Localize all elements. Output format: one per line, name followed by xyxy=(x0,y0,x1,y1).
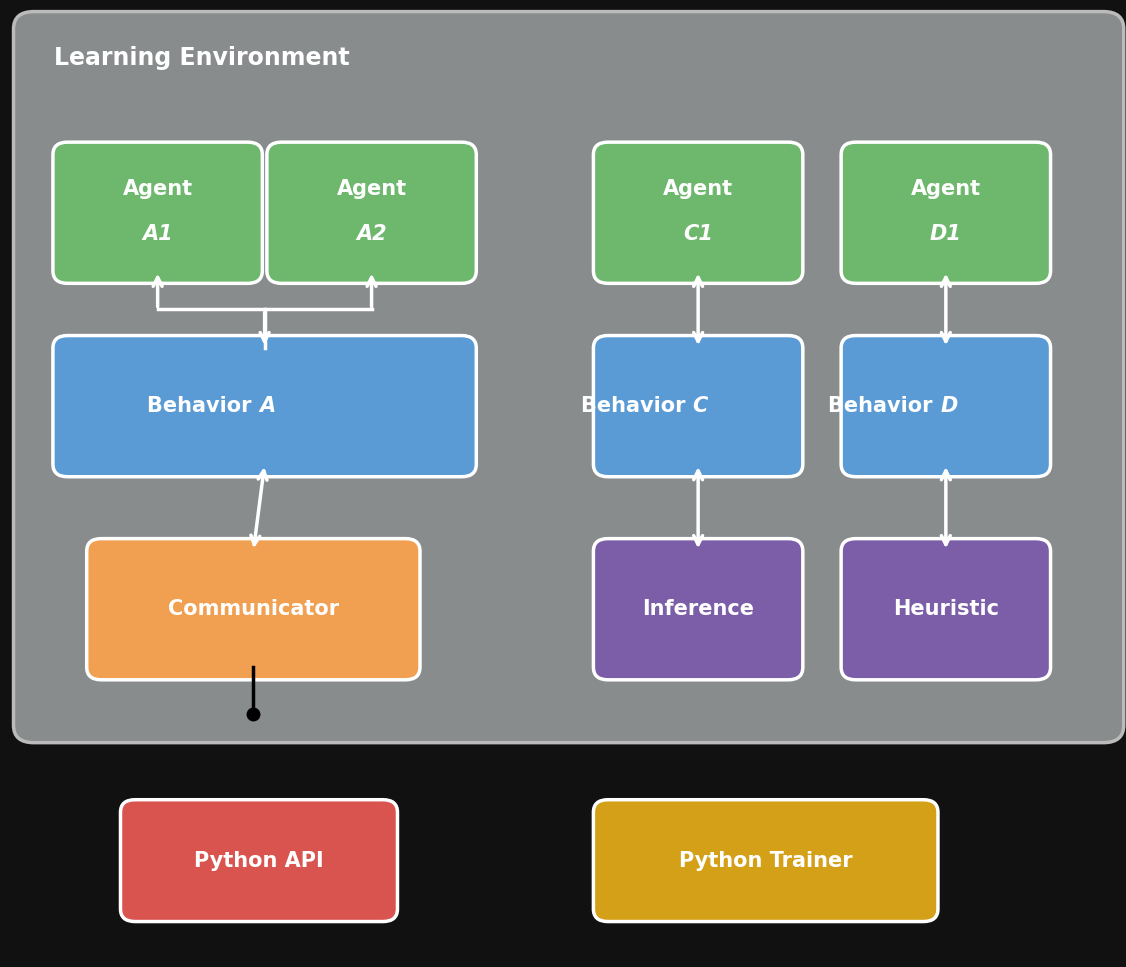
Text: Inference: Inference xyxy=(642,600,754,619)
FancyBboxPatch shape xyxy=(53,142,262,283)
Text: Behavior: Behavior xyxy=(581,396,692,416)
Text: Behavior: Behavior xyxy=(148,396,259,416)
Text: D: D xyxy=(940,396,957,416)
Text: C1: C1 xyxy=(683,224,713,244)
FancyBboxPatch shape xyxy=(593,539,803,680)
Text: Communicator: Communicator xyxy=(168,600,339,619)
FancyBboxPatch shape xyxy=(593,800,938,922)
Text: Agent: Agent xyxy=(663,179,733,198)
Text: A1: A1 xyxy=(142,224,173,244)
FancyBboxPatch shape xyxy=(593,142,803,283)
Text: Heuristic: Heuristic xyxy=(893,600,999,619)
FancyBboxPatch shape xyxy=(841,142,1051,283)
FancyBboxPatch shape xyxy=(120,800,397,922)
FancyBboxPatch shape xyxy=(841,336,1051,477)
Text: Learning Environment: Learning Environment xyxy=(54,46,350,71)
Text: Python Trainer: Python Trainer xyxy=(679,851,852,870)
Text: A2: A2 xyxy=(356,224,387,244)
FancyBboxPatch shape xyxy=(593,336,803,477)
Text: Agent: Agent xyxy=(123,179,193,198)
FancyBboxPatch shape xyxy=(87,539,420,680)
Text: Agent: Agent xyxy=(337,179,406,198)
FancyBboxPatch shape xyxy=(14,12,1124,743)
Text: Behavior: Behavior xyxy=(829,396,940,416)
FancyBboxPatch shape xyxy=(53,336,476,477)
FancyBboxPatch shape xyxy=(267,142,476,283)
Text: C: C xyxy=(692,396,708,416)
Text: Python API: Python API xyxy=(194,851,324,870)
Text: D1: D1 xyxy=(930,224,962,244)
Text: Agent: Agent xyxy=(911,179,981,198)
Text: A: A xyxy=(259,396,275,416)
FancyBboxPatch shape xyxy=(841,539,1051,680)
